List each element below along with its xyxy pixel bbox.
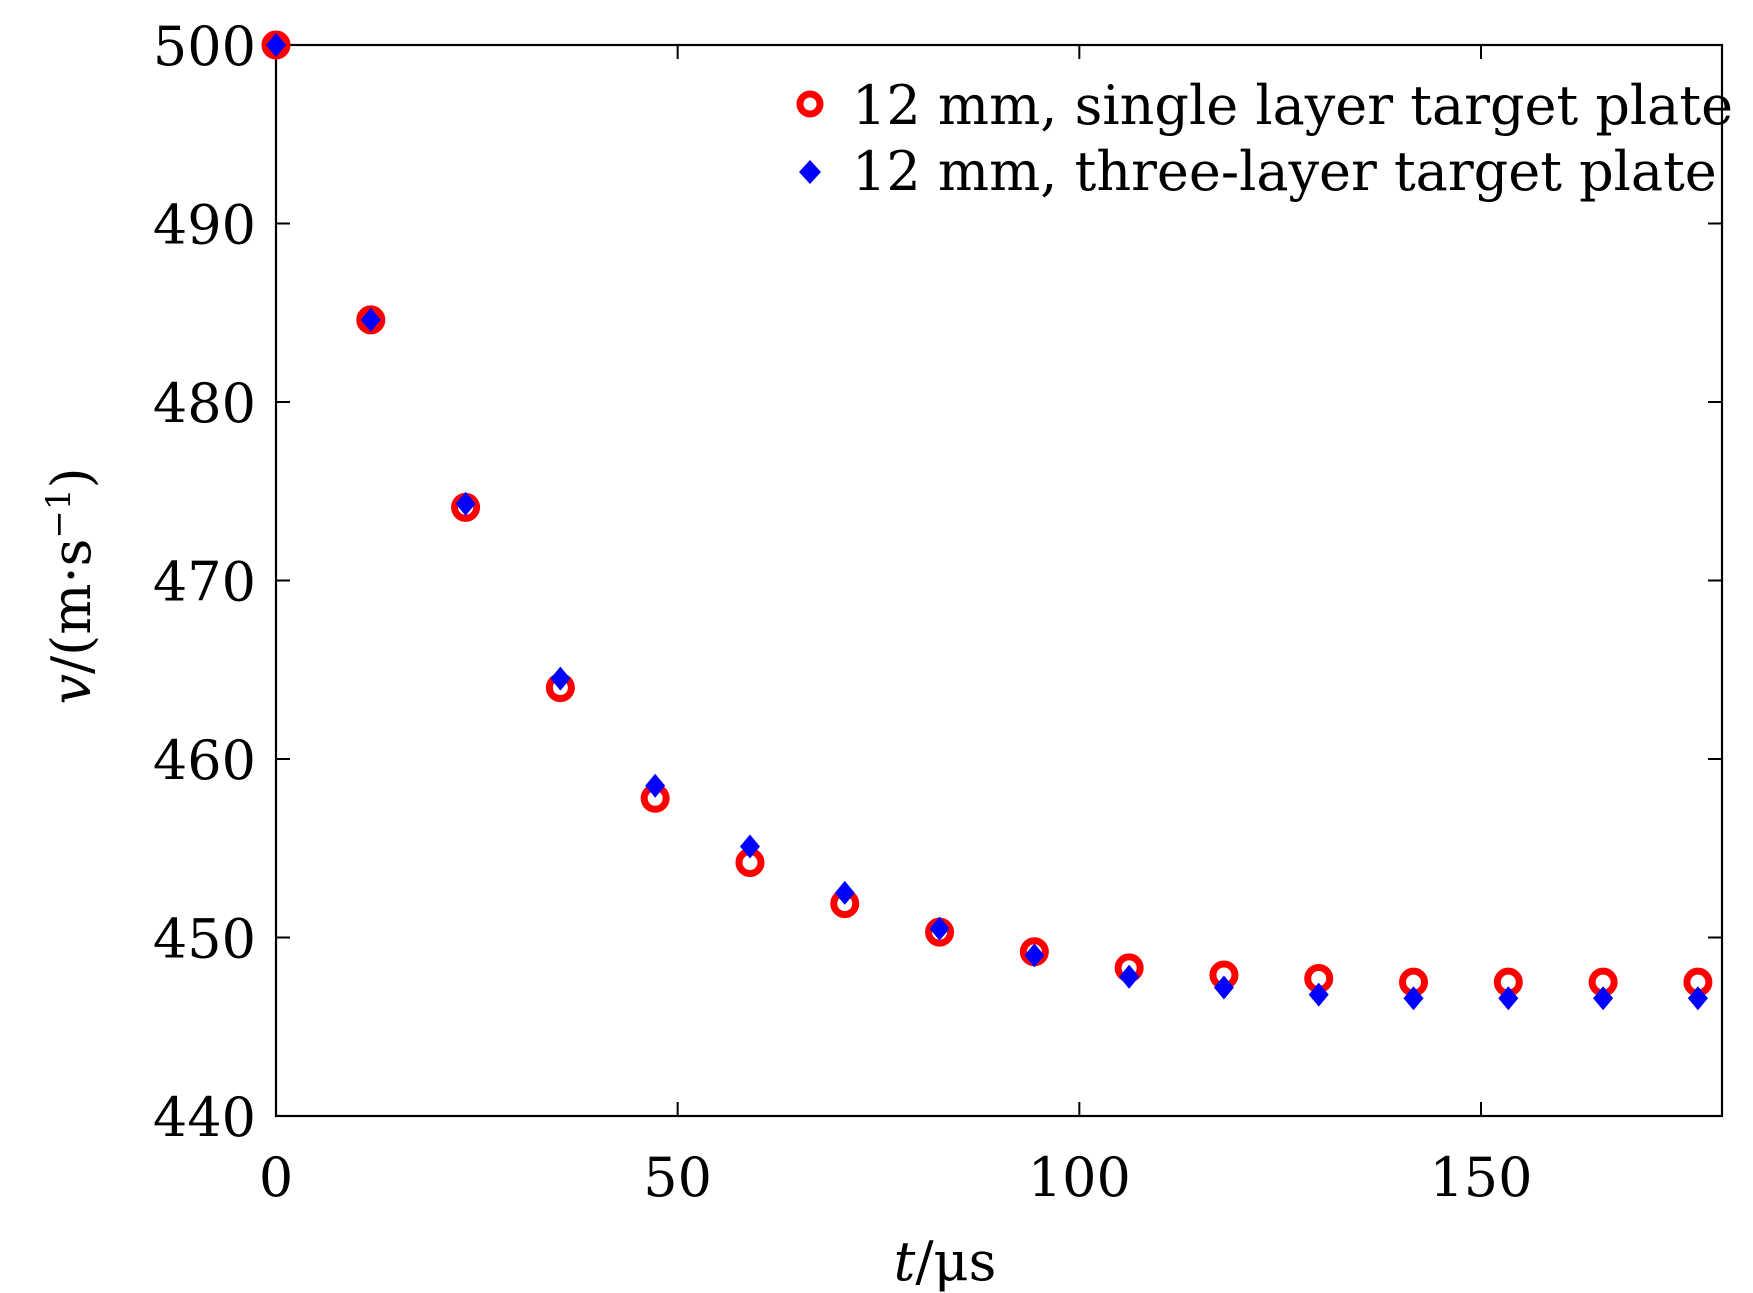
point-three-layer <box>645 773 666 798</box>
legend-label-three-layer: 12 mm, three-layer target plate <box>852 140 1717 203</box>
y-tick-label: 450 <box>153 908 256 971</box>
point-three-layer <box>1024 943 1045 968</box>
x-tick-label: 50 <box>643 1146 712 1209</box>
point-three-layer <box>1403 986 1424 1011</box>
point-three-layer <box>1308 982 1329 1007</box>
x-tick-label: 100 <box>1028 1146 1131 1209</box>
y-tick-label: 470 <box>153 551 256 614</box>
point-three-layer <box>266 33 286 57</box>
point-three-layer <box>360 307 381 332</box>
point-three-layer <box>739 834 760 859</box>
point-three-layer <box>929 916 950 941</box>
legend-marker-three-layer <box>799 160 821 184</box>
point-three-layer <box>1119 964 1140 989</box>
point-three-layer <box>550 666 571 691</box>
point-three-layer <box>1498 986 1519 1011</box>
x-tick-label: 0 <box>259 1146 293 1209</box>
y-axis-label: v/(m·s−1) <box>39 467 103 704</box>
y-tick-label: 490 <box>153 194 256 257</box>
y-tick-label: 480 <box>153 372 256 435</box>
x-axis-label: t/μs <box>894 1230 997 1293</box>
point-three-layer <box>1213 975 1234 1000</box>
x-tick-label: 150 <box>1429 1146 1532 1209</box>
y-tick-label: 460 <box>153 729 256 792</box>
point-three-layer <box>834 880 855 905</box>
legend-label-single-layer: 12 mm, single layer target plate <box>852 74 1733 137</box>
data-points <box>261 30 1713 1011</box>
y-tick-label: 440 <box>153 1086 256 1149</box>
legend-marker-single-layer <box>796 90 824 118</box>
axis-ticks <box>275 44 1722 1117</box>
legend: 12 mm, single layer target plate 12 mm, … <box>796 74 1733 203</box>
point-three-layer <box>455 491 476 516</box>
point-three-layer <box>1687 986 1708 1011</box>
point-three-layer <box>1593 986 1614 1011</box>
plot-frame <box>274 43 1724 1118</box>
y-tick-label: 500 <box>153 15 256 78</box>
tick-labels: 0 50 100 150 440 450 460 470 480 490 500 <box>153 15 1533 1209</box>
